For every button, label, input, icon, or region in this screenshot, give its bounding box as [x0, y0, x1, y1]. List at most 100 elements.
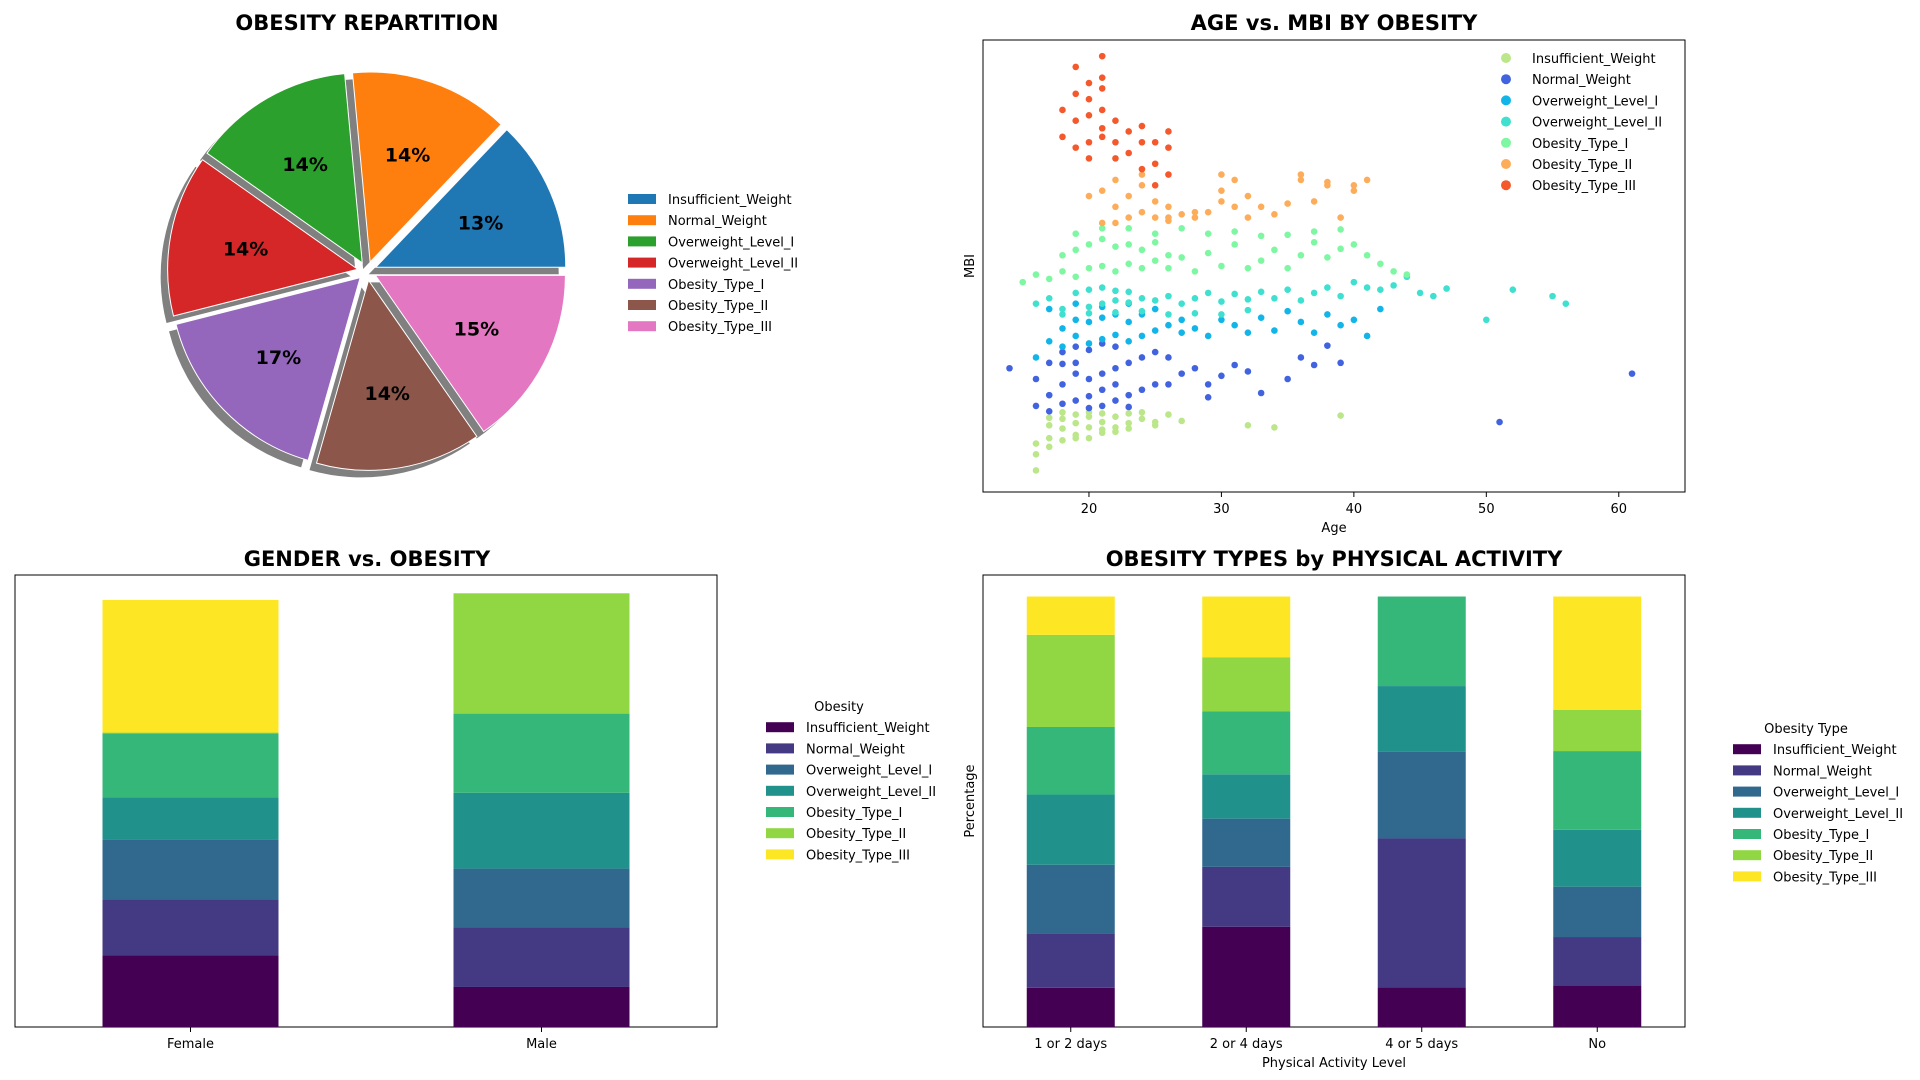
scatter-point — [1310, 289, 1318, 297]
pie-value-label: 15% — [454, 318, 499, 340]
scatter-point — [1297, 176, 1305, 184]
scatter-point — [1032, 300, 1040, 307]
scatter-point — [1178, 225, 1185, 232]
scatter-point — [1112, 343, 1119, 351]
scatter-point — [1337, 226, 1344, 233]
scatter-x-tick-label: 40 — [1346, 502, 1363, 517]
scatter-point — [1191, 214, 1199, 221]
scatter-point — [1112, 287, 1119, 295]
pie-value-label: 14% — [282, 154, 327, 176]
scatter-point — [1218, 316, 1225, 324]
scatter-point — [1191, 294, 1199, 302]
scatter-point — [1059, 311, 1066, 318]
scatter-point — [1151, 239, 1159, 246]
scatter-point — [1165, 292, 1172, 300]
scatter-point — [1310, 361, 1318, 369]
scatter-point — [1337, 214, 1344, 221]
scatter-point — [1085, 404, 1093, 412]
scatter-legend-label: Obesity_Type_II — [1532, 158, 1632, 173]
activity-legend-label: Obesity_Type_II — [1773, 849, 1873, 864]
scatter-point — [1072, 289, 1080, 297]
scatter-point — [1430, 292, 1437, 300]
pie-value-label: 13% — [458, 212, 503, 234]
activity-panel: OBESITY TYPES by PHYSICAL ACTIVITY 1 or … — [963, 547, 1903, 1071]
gender-x-ticks: Female Male — [167, 1027, 557, 1052]
pie-legend-swatch — [628, 194, 656, 204]
scatter-point — [1483, 316, 1490, 324]
scatter-point — [1165, 381, 1172, 388]
scatter-point — [1151, 138, 1159, 146]
pie-panel: OBESITY REPARTITION 13% 14% 14% 14% 17% 14% 15… — [160, 11, 798, 478]
activity-bar-segment — [1202, 926, 1291, 1027]
scatter-point — [1059, 343, 1066, 351]
scatter-point — [1098, 335, 1106, 343]
scatter-point — [1072, 117, 1080, 125]
scatter-point — [1072, 434, 1080, 442]
scatter-point — [1350, 316, 1358, 324]
scatter-point — [1284, 200, 1291, 207]
scatter-point — [1098, 370, 1106, 377]
scatter-point — [1390, 282, 1397, 289]
scatter-point — [1204, 381, 1212, 388]
scatter-point — [1072, 419, 1080, 427]
activity-bar-segment — [1026, 864, 1115, 934]
scatter-point — [1350, 187, 1358, 194]
scatter-point — [1377, 286, 1384, 293]
scatter-point — [1244, 192, 1252, 200]
activity-bar-segment — [1026, 726, 1115, 795]
scatter-point — [1244, 296, 1252, 303]
pie-value-label: 17% — [256, 347, 301, 369]
activity-x-tick-label: No — [1588, 1037, 1606, 1052]
scatter-point — [1125, 403, 1132, 411]
scatter-point — [1204, 289, 1212, 297]
scatter-point — [1297, 297, 1305, 304]
scatter-point — [1244, 368, 1252, 375]
pie-title: OBESITY REPARTITION — [235, 11, 498, 35]
scatter-x-tick-label: 50 — [1478, 502, 1495, 517]
scatter-point — [1443, 285, 1450, 292]
scatter-point — [1271, 246, 1278, 254]
scatter-point — [1191, 310, 1199, 317]
gender-legend-label: Obesity_Type_I — [806, 806, 902, 821]
scatter-point — [1032, 402, 1040, 410]
scatter-point — [1363, 251, 1371, 259]
gender-legend-label: Overweight_Level_II — [806, 785, 936, 800]
pie-legend-swatch — [628, 278, 656, 289]
scatter-point — [1032, 354, 1040, 361]
scatter-point — [1125, 299, 1132, 306]
activity-legend-title: Obesity Type — [1764, 722, 1848, 737]
scatter-point — [1191, 208, 1199, 216]
scatter-point — [1112, 397, 1119, 404]
scatter-point — [1390, 268, 1397, 275]
scatter-point — [1085, 318, 1093, 326]
pie-slice — [175, 276, 361, 461]
scatter-point — [1284, 307, 1291, 315]
scatter-point — [1085, 340, 1093, 347]
scatter-point — [1257, 288, 1265, 296]
scatter-legend-label: Overweight_Level_II — [1532, 116, 1662, 131]
scatter-x-tick-label: 60 — [1611, 502, 1628, 517]
gender-bar-segment — [453, 792, 630, 869]
scatter-point — [1218, 262, 1225, 270]
scatter-point — [1112, 176, 1119, 184]
scatter-point — [1085, 241, 1093, 248]
scatter-point — [1032, 467, 1040, 474]
scatter-point — [1112, 138, 1119, 146]
gender-legend-label: Overweight_Level_I — [806, 764, 932, 779]
scatter-point — [1125, 419, 1132, 427]
activity-legend-label: Overweight_Level_I — [1773, 786, 1899, 801]
scatter-point — [1231, 241, 1238, 248]
scatter-point — [1098, 386, 1106, 394]
pie-legend-label: Obesity_Type_I — [668, 278, 764, 293]
scatter-legend-label: Overweight_Level_I — [1532, 94, 1658, 109]
activity-bar-segment — [1202, 596, 1291, 658]
scatter-point — [1032, 271, 1040, 278]
scatter-point — [1098, 300, 1106, 307]
scatter-point — [1125, 318, 1132, 326]
scatter-point — [1403, 271, 1411, 278]
pie-slice — [374, 274, 566, 433]
scatter-point — [1178, 300, 1185, 307]
scatter-point — [1165, 203, 1172, 211]
scatter-point — [1271, 424, 1278, 431]
scatter-point — [1098, 426, 1106, 433]
